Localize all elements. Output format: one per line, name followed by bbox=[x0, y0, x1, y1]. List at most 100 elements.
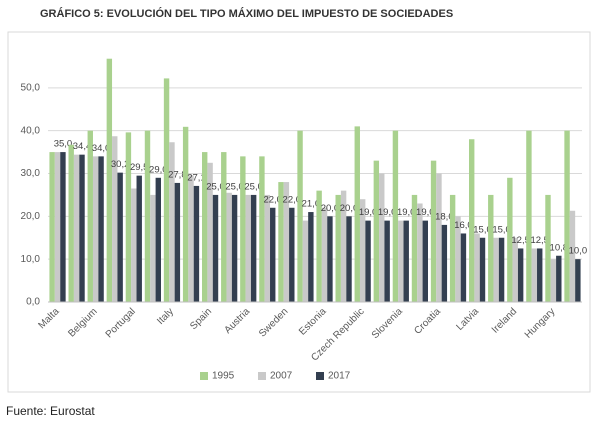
bar bbox=[125, 132, 132, 302]
data-label: 10,0 bbox=[569, 246, 588, 257]
legend-label: 1995 bbox=[212, 371, 235, 382]
bar bbox=[398, 220, 404, 302]
bar bbox=[469, 139, 475, 302]
data-label: 34,0 bbox=[92, 143, 111, 154]
bar bbox=[278, 182, 284, 302]
bar bbox=[87, 130, 93, 302]
data-label: 34,4 bbox=[73, 141, 92, 152]
data-label: 25,0 bbox=[244, 181, 263, 192]
bar bbox=[537, 248, 543, 302]
bar bbox=[188, 175, 194, 302]
bar bbox=[354, 126, 360, 302]
x-tick-label: Belgium bbox=[66, 306, 99, 339]
bar bbox=[493, 237, 499, 302]
x-tick-label: Latvia bbox=[454, 306, 481, 333]
y-tick-label: 30,0 bbox=[21, 168, 41, 179]
bar bbox=[250, 194, 257, 302]
x-tick-label: Ireland bbox=[490, 306, 519, 335]
x-tick-label: Italy bbox=[155, 306, 176, 327]
bar bbox=[379, 173, 385, 302]
bar bbox=[531, 248, 538, 302]
bar bbox=[49, 152, 55, 302]
data-label: 29,0 bbox=[149, 164, 168, 175]
bar bbox=[436, 173, 442, 302]
data-label: 15,0 bbox=[492, 224, 511, 235]
bar bbox=[98, 156, 104, 302]
bar bbox=[359, 199, 366, 302]
bar bbox=[512, 237, 518, 302]
y-tick-label: 10,0 bbox=[21, 254, 41, 265]
data-label: 19,0 bbox=[359, 207, 378, 218]
bar bbox=[245, 194, 251, 302]
data-label: 15,0 bbox=[473, 224, 492, 235]
bar bbox=[79, 154, 85, 302]
data-label: 12,5 bbox=[511, 235, 530, 246]
bar bbox=[60, 152, 66, 302]
legend-swatch bbox=[316, 372, 324, 380]
y-tick-label: 50,0 bbox=[21, 82, 41, 93]
bar bbox=[155, 177, 161, 302]
bar bbox=[556, 255, 562, 302]
bar bbox=[240, 156, 246, 302]
bar bbox=[449, 194, 456, 302]
bar bbox=[163, 78, 170, 302]
bar bbox=[564, 130, 570, 302]
data-label: 19,0 bbox=[378, 207, 397, 218]
bar bbox=[136, 175, 142, 302]
bar bbox=[259, 156, 265, 302]
bar bbox=[212, 194, 219, 302]
bar bbox=[283, 182, 290, 302]
data-label: 20,0 bbox=[340, 203, 359, 214]
x-tick-label: Sweden bbox=[257, 306, 290, 339]
bar bbox=[488, 194, 494, 302]
data-label: 20,0 bbox=[321, 203, 340, 214]
bar bbox=[455, 216, 461, 302]
bar bbox=[575, 259, 581, 302]
data-label: 35,0 bbox=[54, 139, 73, 150]
bar bbox=[545, 194, 551, 302]
bar bbox=[569, 210, 576, 302]
data-label: 22,0 bbox=[263, 194, 282, 205]
data-label: 27,1 bbox=[187, 172, 206, 183]
data-label: 25,0 bbox=[225, 181, 244, 192]
bar bbox=[373, 160, 380, 302]
bar bbox=[392, 130, 399, 302]
data-label: 29,5 bbox=[130, 162, 149, 173]
bar bbox=[384, 220, 390, 302]
x-tick-label: Croatia bbox=[412, 306, 443, 337]
bar bbox=[441, 224, 448, 302]
bar bbox=[302, 220, 309, 302]
bar bbox=[411, 194, 418, 302]
bar bbox=[365, 220, 371, 302]
bar bbox=[289, 207, 295, 302]
y-tick-label: 0,0 bbox=[26, 297, 40, 308]
bar bbox=[327, 216, 333, 302]
bar bbox=[403, 220, 409, 302]
bar bbox=[202, 152, 208, 302]
bar bbox=[507, 177, 513, 302]
bar bbox=[92, 156, 99, 302]
legend-label: 2017 bbox=[328, 371, 351, 382]
bar bbox=[226, 192, 232, 302]
bar bbox=[422, 220, 428, 302]
bar bbox=[231, 194, 238, 302]
bar bbox=[174, 182, 181, 302]
source: Fuente: Eurostat bbox=[6, 404, 95, 418]
bar bbox=[193, 185, 200, 302]
bar bbox=[321, 207, 328, 302]
legend-swatch bbox=[258, 372, 266, 380]
bar bbox=[150, 194, 156, 302]
data-label: 19,0 bbox=[416, 207, 435, 218]
data-label: 18,0 bbox=[435, 211, 454, 222]
data-label: 10,8 bbox=[550, 242, 569, 253]
bar bbox=[106, 58, 113, 302]
x-tick-label: Malta bbox=[36, 306, 61, 331]
data-label: 27,8 bbox=[168, 169, 187, 180]
bar bbox=[169, 142, 175, 302]
bar bbox=[316, 190, 322, 302]
data-label: 16,0 bbox=[454, 220, 473, 231]
bar bbox=[430, 160, 437, 302]
bar bbox=[264, 194, 271, 302]
data-label: 21,0 bbox=[302, 199, 321, 210]
bar bbox=[270, 207, 276, 302]
